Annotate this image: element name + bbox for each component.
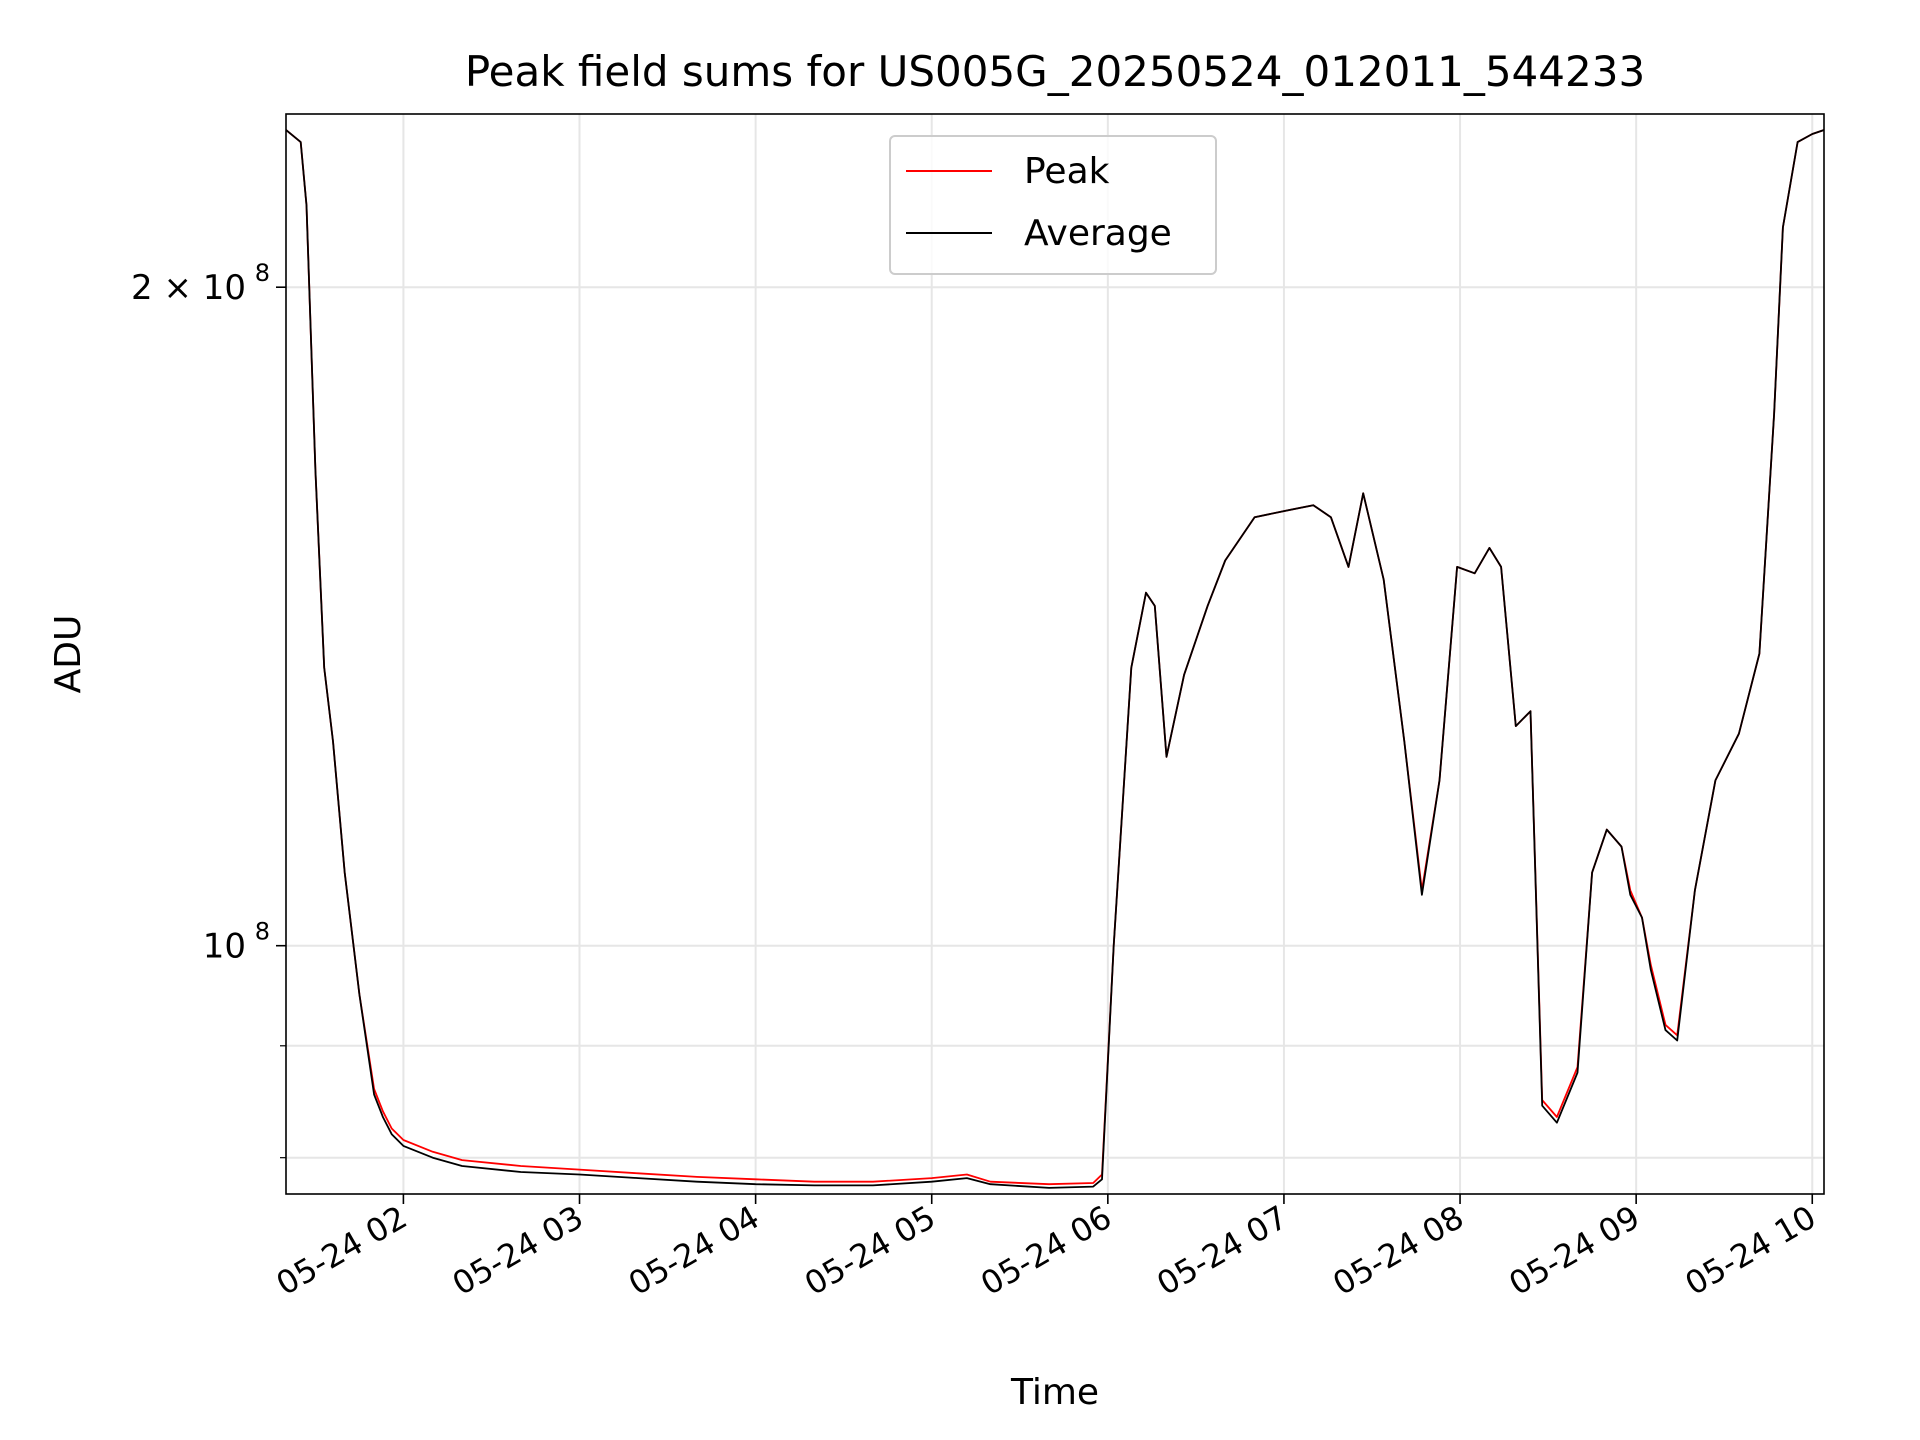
- y-tick-exponent: 8: [255, 918, 270, 946]
- plot-frame: [285, 113, 1825, 1195]
- y-tick-label: 10: [203, 927, 246, 967]
- y-tick-exponent: 8: [255, 259, 270, 287]
- x-axis-label: Time: [1010, 1372, 1099, 1413]
- legend: Peak Average: [889, 135, 1217, 275]
- grid: [286, 114, 1824, 1194]
- legend-label-average: Average: [1024, 213, 1172, 254]
- series-layer: [286, 129, 1824, 1189]
- chart-title: Peak field sums for US005G_20250524_0120…: [465, 47, 1645, 96]
- y-axis-label: ADU: [48, 615, 89, 694]
- series-line-average: [286, 129, 1824, 1189]
- legend-label-peak: Peak: [1024, 151, 1110, 192]
- y-tick-label: 2 × 10: [131, 268, 246, 308]
